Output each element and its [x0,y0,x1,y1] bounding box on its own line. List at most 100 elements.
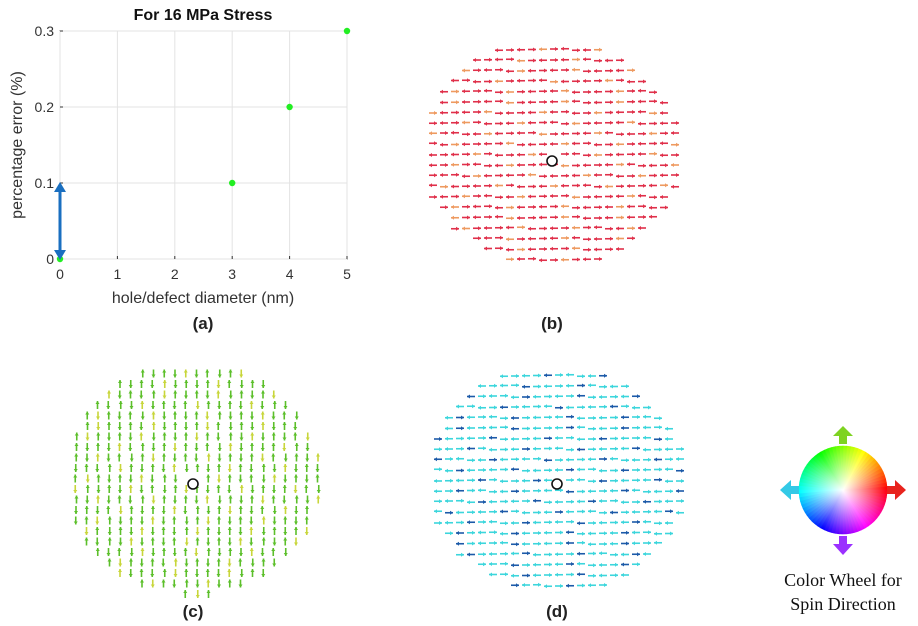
spin-arrow [643,552,651,556]
y-tick-label: 0 [46,251,54,267]
spin-arrow [139,474,144,483]
spin-arrow [544,562,552,567]
spin-arrow [206,548,211,556]
spin-arrow [250,569,255,577]
spin-arrow [566,562,574,566]
spin-arrow [118,537,123,546]
spin-arrow [544,426,552,430]
spin-arrow [451,152,459,157]
spin-arrow [610,446,618,451]
chart-title: For 16 MPa Stress [134,7,273,24]
spin-arrow [500,405,508,410]
spin-arrow [544,520,552,525]
spin-arrow [599,436,607,441]
spin-arrow [544,510,552,515]
spin-arrow [304,527,309,535]
panel-label-a: (a) [193,314,214,333]
spin-arrow [572,163,580,168]
spin-arrow [522,457,530,461]
spin-arrow [429,183,437,188]
spin-arrow [517,173,525,177]
spin-arrow [118,516,123,525]
spin-arrow [473,152,481,156]
spin-arrow [434,509,442,514]
spin-arrow [654,540,662,545]
spin-arrow [151,495,156,504]
spin-arrow [638,109,646,114]
spin-arrow [643,435,651,440]
spin-map-d [434,372,684,589]
spin-arrow [566,372,574,377]
spin-map-b [429,46,679,263]
spin-arrow [85,485,90,493]
spin-arrow [250,422,255,430]
spin-arrow [660,205,668,210]
spin-arrow [194,422,199,430]
spin-arrow [151,369,156,378]
spin-arrow [440,194,448,199]
spin-arrow [588,405,596,409]
spin-arrow [511,573,519,578]
spin-arrow [440,142,448,147]
spin-arrow [599,479,607,483]
spin-arrow [528,215,536,220]
spin-arrow [605,68,613,73]
spin-arrow [533,582,541,587]
spin-arrow [583,216,591,221]
spin-arrow [511,563,519,568]
spin-arrow [195,516,200,525]
spin-arrow [500,383,508,388]
spin-arrow [172,506,177,514]
spin-arrow [594,142,602,147]
spin-arrow [495,79,503,84]
spin-arrow [643,405,651,410]
spin-arrow [217,579,221,588]
spin-arrow [627,226,635,231]
spin-arrow [451,130,459,135]
spin-arrow [478,520,486,524]
spin-arrow [517,69,525,73]
spin-arrow [572,214,580,219]
spin-arrow [638,183,646,188]
spin-arrow [555,541,563,546]
spin-arrow [462,110,470,115]
spin-arrow [605,142,613,147]
spin-arrow [517,152,525,157]
spin-arrow [239,411,244,420]
spin-arrow [572,57,580,62]
spin-arrow [550,258,558,262]
spin-arrow [610,384,618,389]
spin-arrow [555,572,563,577]
spin-arrow [627,79,635,84]
spin-arrow [550,226,558,231]
y-axis-title: percentage error (%) [9,71,26,219]
spin-arrow [73,464,78,472]
spin-arrow [638,173,646,178]
spin-arrow [544,436,552,441]
spin-arrow [632,458,640,462]
spin-arrow [550,204,558,209]
spin-arrow [654,489,662,494]
spin-arrow [649,151,657,156]
spin-arrow [671,173,679,177]
spin-arrow [654,509,662,514]
spin-arrow [676,479,684,483]
spin-arrow [572,99,580,104]
spin-arrow [227,558,232,567]
spin-arrow [544,530,552,535]
spin-arrow [128,485,133,493]
spin-arrow [478,530,486,535]
spin-arrow [238,401,243,409]
y-tick-label: 0.1 [35,175,55,191]
spin-arrow [462,184,470,189]
hole-marker-d [551,478,563,490]
spin-arrow [445,510,453,515]
spin-arrow [599,583,607,587]
spin-arrow [445,426,453,431]
spin-arrow [671,163,679,167]
spin-arrow [577,521,585,526]
spin-arrow [195,401,200,409]
spin-arrow [489,519,497,524]
spin-arrow [173,495,177,504]
spin-arrow [228,369,233,378]
